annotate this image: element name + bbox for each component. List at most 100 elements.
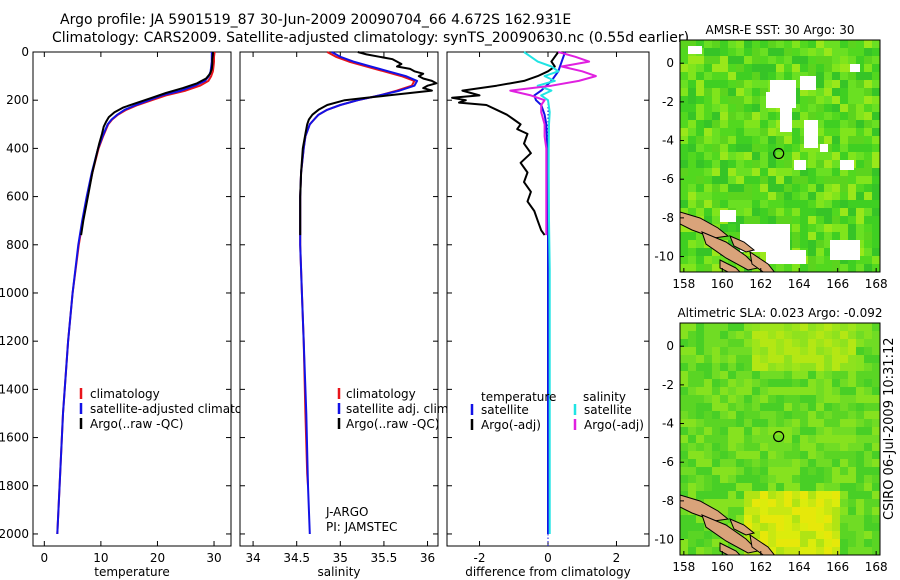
sla-map-cell (720, 491, 729, 500)
sla-map-cell (856, 531, 865, 540)
sla-map-cell (720, 451, 729, 460)
sla-map-cell (792, 483, 801, 492)
sst-map-gap (830, 240, 860, 260)
sst-map-cell (760, 152, 769, 161)
sla-map-cell (832, 331, 841, 340)
sla-map-cell (808, 427, 817, 436)
sst-map-cell (824, 128, 833, 137)
sst-map-cell (696, 64, 705, 73)
sla-map-cell (760, 515, 769, 524)
difference-xtick-label: 2 (613, 551, 621, 565)
sla-map-cell (744, 515, 753, 524)
sst-map-cell (864, 200, 873, 209)
sla-map-cell (784, 491, 793, 500)
sst-map-cell (856, 200, 865, 209)
sst-map-cell (696, 232, 705, 241)
sla-map-cell (832, 427, 841, 436)
sla-map-cell (776, 363, 785, 372)
sla-map-cell (808, 507, 817, 516)
sst-map-cell (848, 264, 857, 272)
sla-map-cell (688, 483, 697, 492)
sst-map-cell (840, 120, 849, 129)
sst-map-cell (760, 192, 769, 201)
sla-map-cell (800, 475, 809, 484)
sla-map-cell (696, 323, 705, 332)
sla-map-cell (680, 355, 689, 364)
sla-map-cell (792, 515, 801, 524)
sla-map-cell (704, 491, 713, 500)
sst-map-cell (848, 72, 857, 81)
sla-map-cell (736, 395, 745, 404)
sst-map-cell (680, 224, 689, 233)
sla-map-cell (736, 427, 745, 436)
sst-map-cell (704, 104, 713, 113)
sst-map-cell (736, 192, 745, 201)
sla-map-cell (800, 403, 809, 412)
temperature-xtick-label: 10 (93, 551, 108, 565)
salinity-legend-item: climatology (346, 387, 416, 401)
sst-map-cell (800, 216, 809, 225)
sst-map-cell (680, 168, 689, 177)
sst-map-cell (736, 176, 745, 185)
sla-map-cell (784, 523, 793, 532)
sst-map-cell (816, 88, 825, 97)
sla-map-cell (872, 339, 880, 348)
sst-map-cell (744, 80, 753, 89)
sla-map-cell (736, 339, 745, 348)
sst-map-cell (680, 152, 689, 161)
sla-map-cell (728, 451, 737, 460)
sla-map-cell (736, 419, 745, 428)
difference-legend-item: satellite (481, 403, 529, 417)
sst-map-cell (720, 144, 729, 153)
sst-map-cell (864, 48, 873, 57)
sla-map-cell (752, 339, 761, 348)
sla-map-cell (704, 339, 713, 348)
salinity-xtick-label: 34.5 (283, 551, 310, 565)
sla-map-cell (840, 491, 849, 500)
sla-map-cell (736, 507, 745, 516)
sla-map-cell (816, 547, 825, 555)
sla-map-cell (728, 499, 737, 508)
sla-map-cell (864, 443, 873, 452)
sst-map-cell (712, 48, 721, 57)
sla-map-cell (744, 387, 753, 396)
sla-map-cell (776, 443, 785, 452)
sla-map-cell (808, 491, 817, 500)
sla-map-cell (696, 363, 705, 372)
sst-map-island (719, 259, 741, 272)
sst-map-cell (712, 40, 721, 49)
sla-map-cell (696, 419, 705, 428)
sla-map-cell (680, 419, 689, 428)
sla-map-cell (792, 411, 801, 420)
sst-map-cell (832, 80, 841, 89)
sst-map-cell (824, 80, 833, 89)
sst-map-cell (856, 144, 865, 153)
sla-map-cell (824, 323, 833, 332)
sla-map-cell (768, 443, 777, 452)
sst-map-cell (784, 144, 793, 153)
sla-map-cell (704, 539, 713, 548)
sst-map-cell (688, 160, 697, 169)
sst-map-cell (840, 128, 849, 137)
sst-map-cell (824, 72, 833, 81)
sla-map-cell (752, 515, 761, 524)
sst-map-cell (728, 192, 737, 201)
sla-map-cell (784, 331, 793, 340)
sla-map-cell (848, 547, 857, 555)
sst-map-cell (768, 160, 777, 169)
sla-map-cell (832, 371, 841, 380)
sla-map-cell (856, 395, 865, 404)
sla-map-cell (784, 451, 793, 460)
sst-map-cell (824, 136, 833, 145)
sst-map-cell (728, 72, 737, 81)
sla-map-cell (696, 355, 705, 364)
sla-map-cell (840, 411, 849, 420)
sst-map-cell (728, 96, 737, 105)
sla-map-cell (744, 371, 753, 380)
sst-map-cell (856, 192, 865, 201)
sla-map-cell (824, 363, 833, 372)
sst-map-cell (864, 248, 873, 257)
sst-map-cell (864, 152, 873, 161)
sst-map-cell (744, 56, 753, 65)
sla-map-cell (696, 411, 705, 420)
